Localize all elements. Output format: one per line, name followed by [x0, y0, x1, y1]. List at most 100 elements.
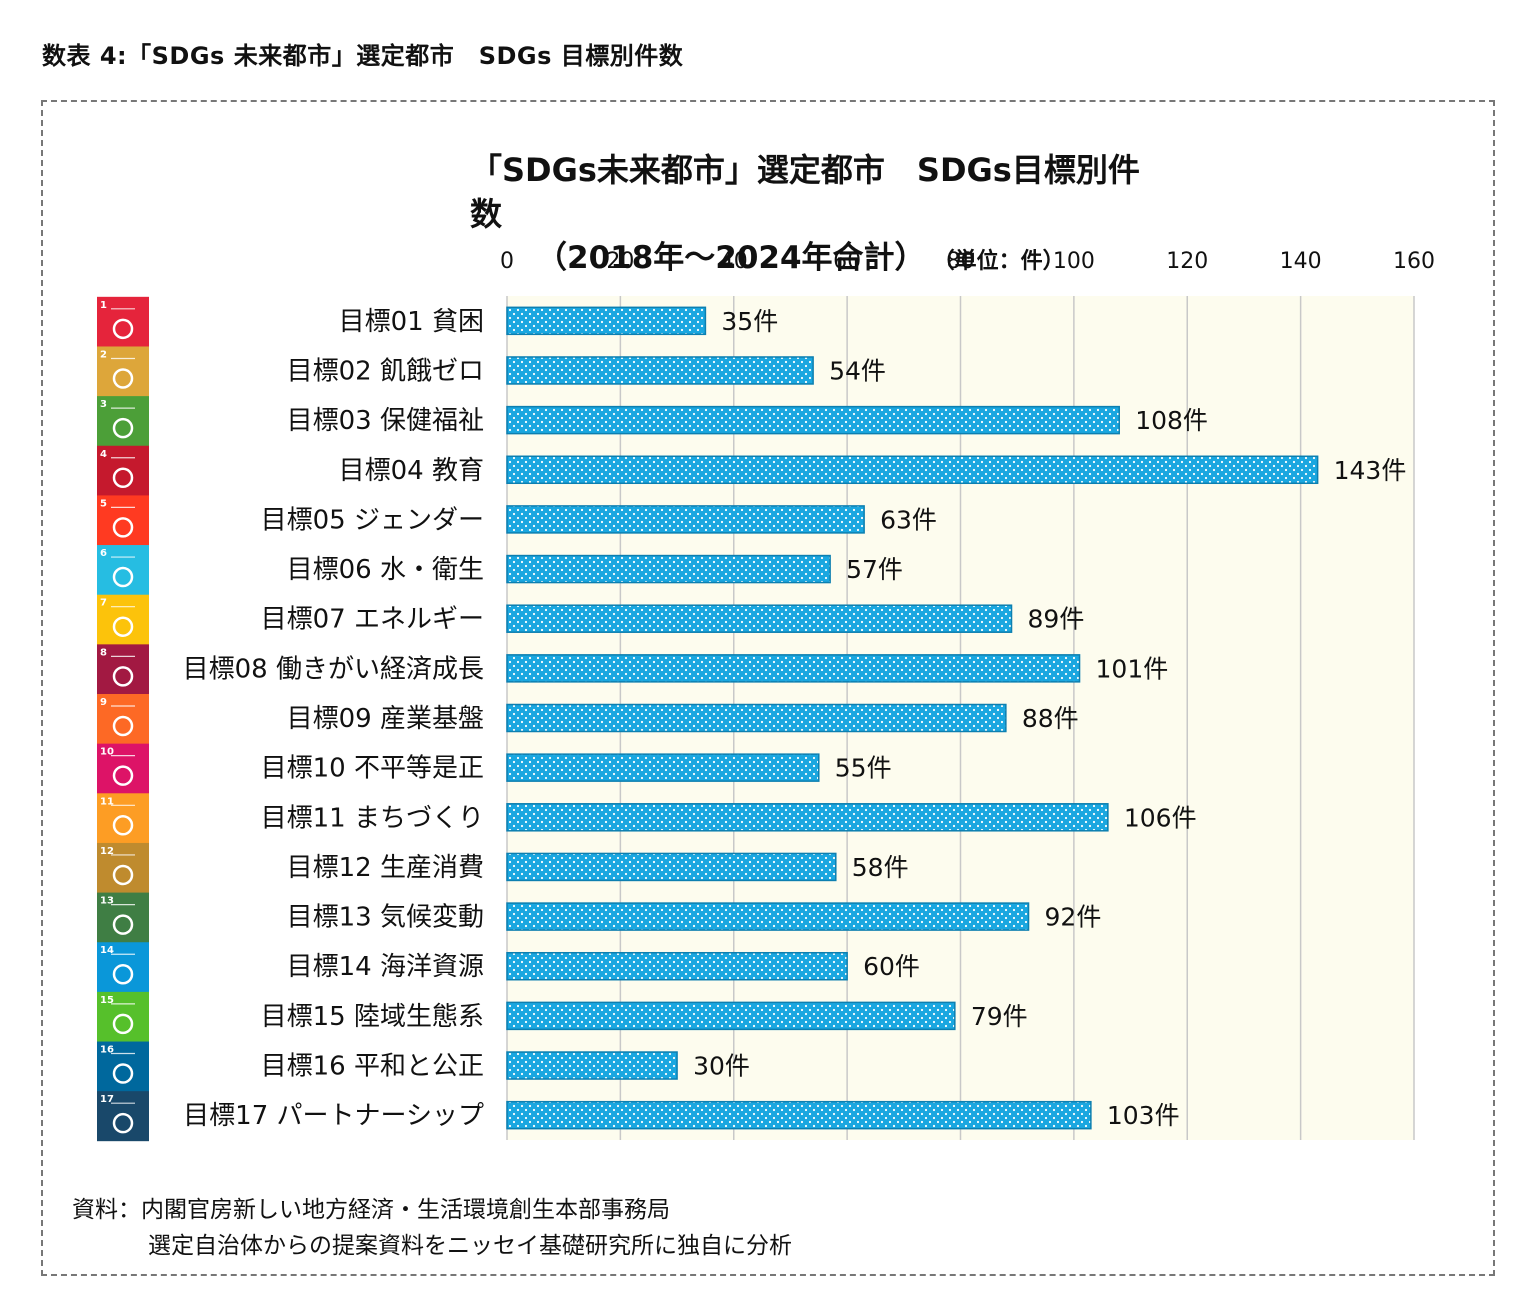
sdg-glyph [112, 1063, 134, 1084]
chart-subtitle: （2018年～2024年合計） [536, 240, 926, 276]
source-line-1: 資料：内閣官房新しい地方経済・生活環境創生本部事務局 [72, 1197, 670, 1223]
data-label: 143件 [1334, 456, 1407, 485]
bar [506, 554, 831, 584]
category-label: 目標01 貧困 [339, 307, 484, 337]
sdg-glyph [112, 517, 134, 538]
x-tick-label: 40 [720, 249, 748, 274]
sdg-glyph [112, 765, 134, 786]
sdg-number: 2 [100, 349, 107, 360]
category-label: 目標12 生産消費 [287, 853, 484, 883]
bar [506, 1001, 956, 1031]
book-icon: 4 [97, 445, 149, 496]
sdg-number: 9 [100, 697, 107, 708]
x-tick-label: 60 [833, 249, 861, 274]
x-tick-label: 160 [1393, 249, 1435, 274]
x-tick-label: 20 [606, 249, 634, 274]
heartbeat-icon: 3 [97, 396, 149, 447]
x-tick-label: 120 [1166, 249, 1208, 274]
data-label: 63件 [880, 505, 937, 534]
sdg-glyph [112, 368, 134, 389]
data-label: 89件 [1028, 605, 1085, 634]
data-label: 57件 [846, 555, 903, 584]
bar [506, 505, 865, 534]
chart-title-block: 「SDGs未来都市」選定都市 SDGs目標別件数 （2018年～2024年合計）… [470, 148, 1150, 284]
bar [506, 951, 848, 981]
bowl-icon: 2 [97, 346, 149, 397]
category-label: 目標05 ジェンダー [261, 505, 484, 535]
category-label: 目標06 水・衛生 [287, 555, 484, 585]
data-label: 92件 [1045, 903, 1102, 932]
bar [506, 1100, 1092, 1130]
sdg-glyph [112, 566, 134, 588]
x-tick-label: 80 [947, 249, 975, 274]
water-drop-icon: 6 [97, 545, 149, 596]
sdg-number: 15 [100, 995, 114, 1006]
sun-icon: 7 [97, 594, 149, 645]
sdg-glyph [112, 864, 134, 886]
category-label: 目標13 気候変動 [287, 903, 484, 933]
data-label: 58件 [852, 853, 909, 882]
bar [506, 1051, 678, 1080]
unit-label: （単位：件） [943, 249, 1065, 274]
category-label: 目標03 保健福祉 [287, 406, 484, 436]
fish-icon: 14 [97, 942, 149, 993]
sdg-number: 7 [100, 598, 107, 609]
bar [506, 405, 1120, 435]
bar [506, 604, 1013, 633]
data-label: 103件 [1107, 1101, 1180, 1130]
data-label: 106件 [1124, 803, 1197, 832]
sdg-glyph [112, 616, 134, 637]
source-note: 資料：内閣官房新しい地方経済・生活環境創生本部事務局 選定自治体からの提案資料を… [72, 1192, 792, 1264]
bar [506, 306, 707, 336]
sdg-number: 14 [100, 945, 114, 956]
bar [506, 356, 814, 385]
flower-rings-icon: 17 [97, 1091, 149, 1142]
sdg-glyph [112, 318, 134, 340]
sdg-glyph [112, 914, 134, 935]
bar [506, 654, 1081, 683]
tree-icon: 15 [97, 991, 149, 1042]
sdg-glyph [112, 1112, 134, 1134]
bar [506, 703, 1007, 733]
bar [506, 803, 1109, 832]
source-line-2: 選定自治体からの提案資料をニッセイ基礎研究所に独自に分析 [148, 1233, 792, 1259]
data-label: 60件 [863, 952, 920, 981]
gender-icon: 5 [97, 495, 149, 546]
category-label: 目標15 陸域生態系 [261, 1002, 484, 1032]
growth-chart-icon: 8 [97, 644, 149, 695]
sdg-number: 5 [100, 498, 107, 509]
sdg-number: 16 [100, 1045, 114, 1056]
category-label: 目標11 まちづくり [261, 803, 484, 833]
category-label: 目標17 パートナーシップ [183, 1101, 484, 1131]
category-label: 目標04 教育 [339, 456, 484, 486]
category-label: 目標09 産業基盤 [287, 704, 484, 734]
category-label: 目標10 不平等是正 [261, 754, 484, 784]
category-label: 目標02 飢餓ゼロ [287, 356, 484, 386]
chart-title: 「SDGs未来都市」選定都市 SDGs目標別件数 [470, 151, 1140, 233]
x-tick-label: 0 [500, 249, 514, 274]
data-label: 79件 [971, 1002, 1028, 1031]
figure-caption: 数表 4:「SDGs 未来都市」選定都市 SDGs 目標別件数 [42, 42, 684, 70]
x-tick-label: 140 [1280, 249, 1322, 274]
data-label: 30件 [693, 1052, 750, 1081]
category-label: 目標07 エネルギー [261, 605, 484, 635]
sdg-glyph [112, 963, 134, 985]
eye-globe-icon: 13 [97, 892, 149, 943]
data-label: 55件 [835, 754, 892, 783]
bar [506, 852, 837, 882]
sdg-number: 4 [100, 449, 107, 460]
sdg-glyph [112, 417, 134, 439]
sdg-number: 11 [100, 796, 114, 807]
sdg-glyph [112, 1013, 134, 1035]
sdg-glyph [112, 715, 134, 737]
infinity-icon: 12 [97, 842, 149, 893]
category-label: 目標08 働きがい経済成長 [183, 654, 484, 684]
sdg-number: 17 [100, 1094, 114, 1105]
bar [506, 753, 820, 782]
equal-icon: 10 [97, 743, 149, 794]
sdg-glyph [112, 815, 134, 836]
category-label: 目標16 平和と公正 [261, 1052, 484, 1082]
